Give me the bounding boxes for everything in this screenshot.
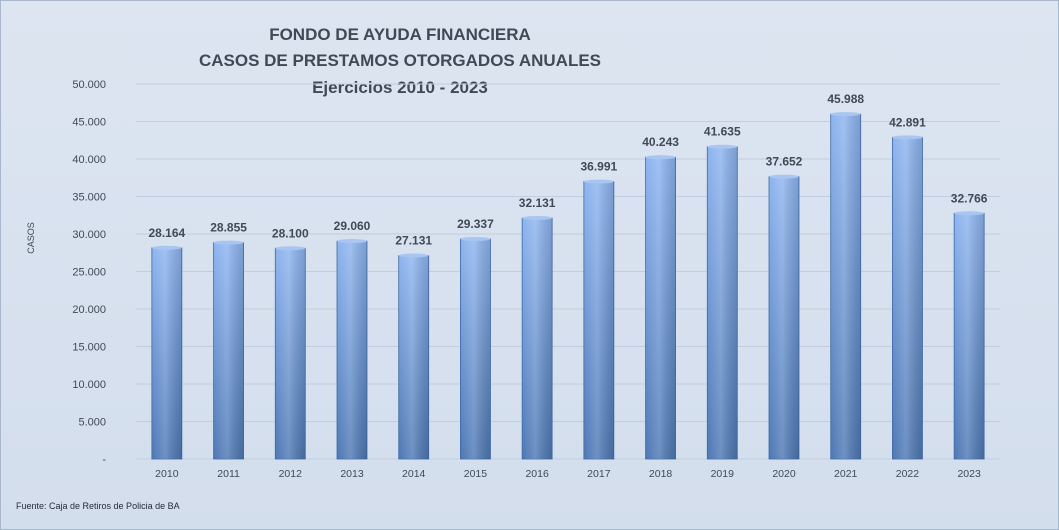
value-label: 36.991	[581, 160, 618, 174]
bar-shine	[398, 255, 429, 459]
x-axis-ticks: 2010 2011 2012 2013 2014 2015 2016 2017 2018 2019…	[155, 468, 981, 480]
bar-top	[275, 246, 306, 251]
x-tick-label: 2022	[896, 468, 920, 480]
chart-subtitle: CASOS DE PRESTAMOS OTORGADOS ANUALES	[198, 51, 602, 70]
chart-period: Ejercicios 2010 - 2023	[312, 78, 488, 97]
value-label: 27.131	[395, 234, 432, 248]
bar-shine	[707, 146, 738, 460]
y-tick-label: 25.000	[72, 267, 106, 279]
bar-shine	[522, 218, 553, 459]
x-tick-label: 2012	[279, 468, 303, 480]
bars	[151, 112, 985, 460]
value-label: 28.100	[272, 226, 309, 240]
bar-shine	[645, 157, 676, 460]
x-tick-label: 2014	[402, 468, 426, 480]
bar-shine	[337, 241, 367, 459]
x-tick-label: 2016	[525, 468, 549, 480]
value-label: 32.131	[519, 196, 556, 210]
value-label: 45.988	[827, 92, 864, 106]
value-label: 28.855	[210, 221, 247, 235]
x-tick-label: 2013	[340, 468, 364, 480]
bar-top	[954, 211, 985, 216]
bar-top	[707, 144, 738, 149]
x-tick-label: 2019	[711, 468, 735, 480]
y-tick-label: -	[102, 454, 106, 466]
value-label: 29.060	[334, 219, 371, 233]
x-tick-label: 2015	[464, 468, 488, 480]
y-tick-label: 15.000	[72, 342, 106, 354]
x-tick-label: 2020	[772, 468, 796, 480]
chart-title: FONDO DE AYUDA FINANCIERA	[269, 25, 531, 44]
bar-shine	[583, 181, 614, 459]
bar-shine	[151, 247, 182, 459]
bar-top	[398, 253, 429, 258]
y-tick-label: 50.000	[72, 79, 106, 91]
bar-top	[337, 239, 367, 244]
x-tick-label: 2023	[957, 468, 981, 480]
bar-top	[213, 240, 244, 245]
x-tick-label: 2018	[649, 468, 673, 480]
y-tick-label: 35.000	[72, 192, 106, 204]
bar-top	[892, 135, 923, 140]
bar-top	[645, 155, 676, 160]
source-note: Fuente: Caja de Retiros de Policia de BA	[16, 501, 180, 511]
bar-top	[460, 236, 491, 241]
y-tick-label: 30.000	[72, 229, 106, 241]
bar-top	[151, 245, 182, 250]
bar-top	[583, 179, 614, 184]
x-tick-label: 2010	[155, 468, 179, 480]
bar-top	[522, 216, 553, 221]
bar-shine	[892, 137, 923, 459]
y-tick-label: 40.000	[72, 154, 106, 166]
bar-shine	[954, 213, 985, 459]
x-tick-label: 2017	[587, 468, 611, 480]
bar-shine	[830, 114, 861, 459]
y-tick-label: 10.000	[72, 379, 106, 391]
value-label: 32.766	[951, 191, 988, 205]
value-label: 40.243	[642, 135, 679, 149]
bar-shine	[275, 248, 306, 459]
value-label: 41.635	[704, 125, 741, 139]
y-tick-label: 45.000	[72, 117, 106, 129]
bar-shine	[769, 176, 799, 460]
bar-shine	[213, 242, 244, 459]
x-tick-label: 2011	[217, 468, 240, 480]
value-label: 28.164	[149, 226, 186, 240]
value-label: 37.652	[766, 155, 803, 169]
bar-top	[830, 112, 861, 117]
value-label: 42.891	[889, 115, 926, 129]
gridlines	[136, 83, 1000, 460]
bar-top	[769, 174, 799, 179]
y-axis-label: CASOS	[26, 222, 36, 254]
y-axis-ticks: - 5.000 10.000 15.000 20.000 25.000 30.000 35.0…	[72, 79, 106, 466]
value-labels: 28.164 28.855 28.100 29.060 27.131 29.337 32.1…	[149, 92, 988, 247]
value-label: 29.337	[457, 217, 494, 231]
y-tick-label: 5.000	[78, 417, 106, 429]
y-tick-label: 20.000	[72, 304, 106, 316]
bar-shine	[460, 238, 491, 459]
x-tick-label: 2021	[834, 468, 858, 480]
